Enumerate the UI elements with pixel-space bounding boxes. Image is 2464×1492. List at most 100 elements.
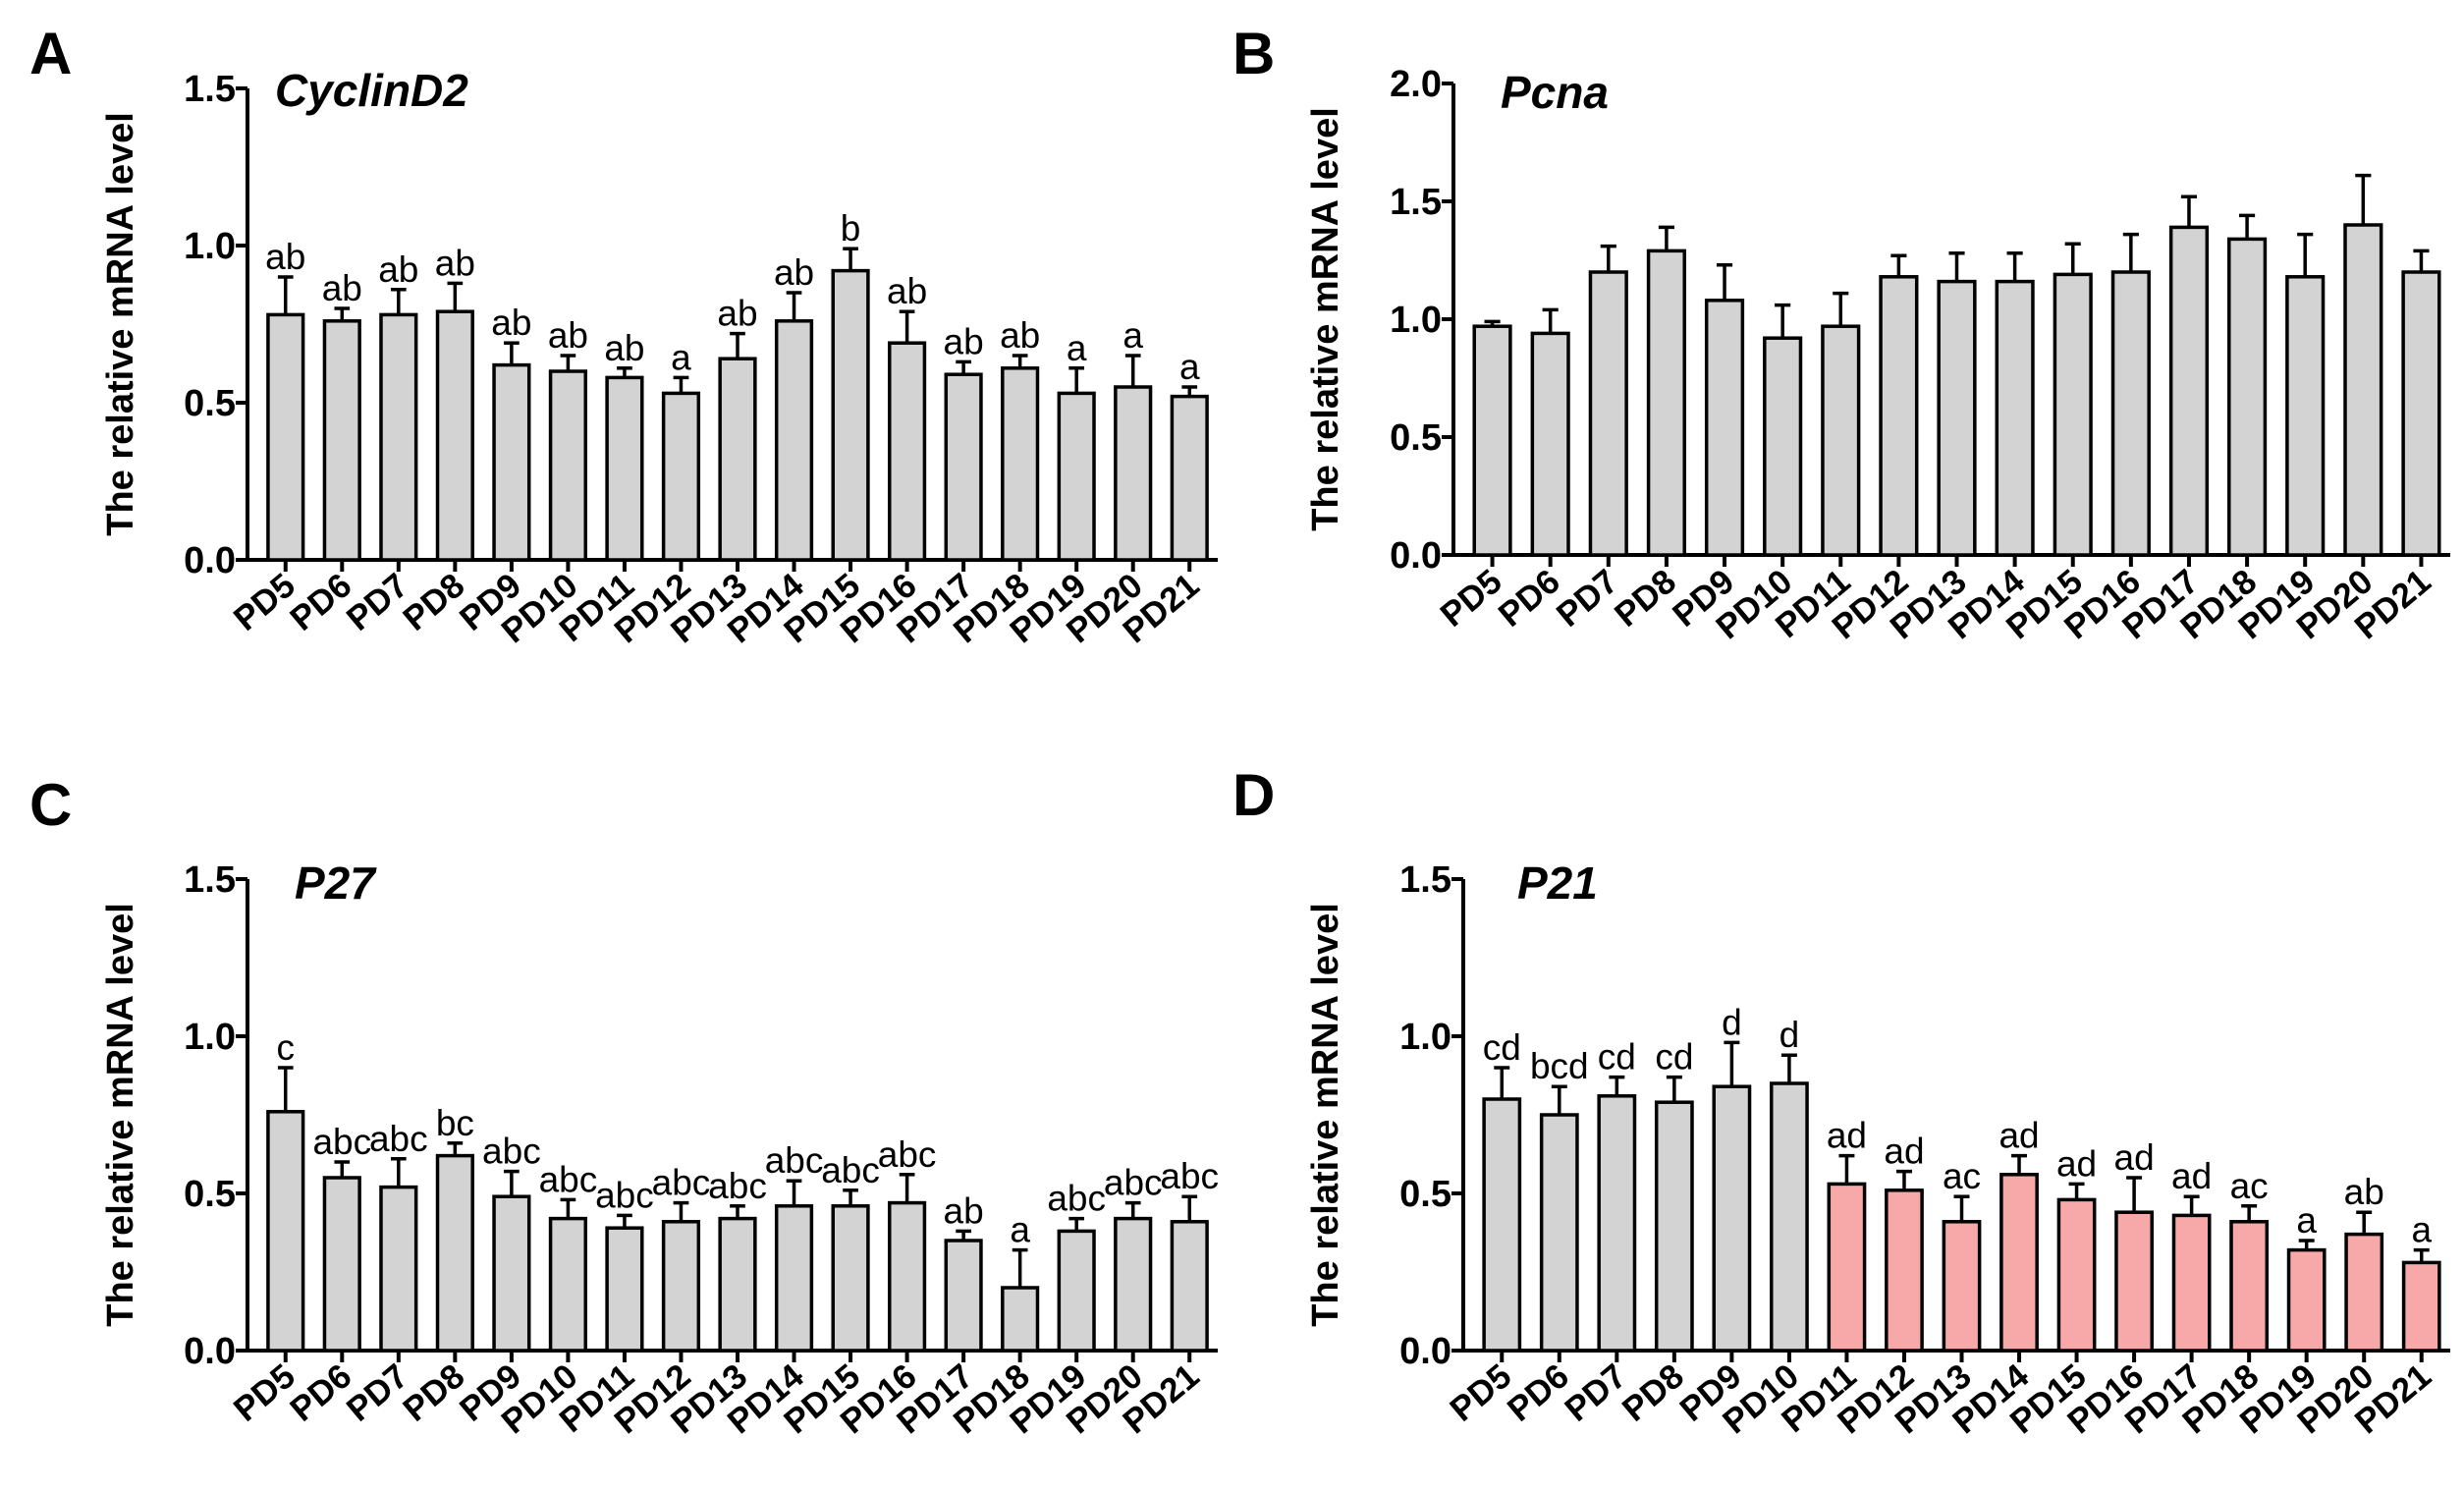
- bar: [1712, 1084, 1752, 1353]
- bar: [831, 268, 870, 562]
- significance-label: ab: [435, 243, 475, 283]
- bar: [322, 1176, 361, 1353]
- significance-label: ab: [944, 321, 984, 361]
- bar: [1482, 1097, 1522, 1353]
- bar: [435, 309, 474, 562]
- bar: [1530, 331, 1570, 557]
- bar: [661, 391, 701, 562]
- bar: [1770, 1081, 1809, 1353]
- bar: [1597, 1094, 1637, 1353]
- bar: [1001, 366, 1040, 562]
- bar: [1588, 270, 1628, 557]
- significance-label: abc: [369, 1119, 428, 1159]
- chart-title: Pcna: [1501, 67, 1609, 118]
- significance-label: a: [671, 337, 691, 377]
- y-tick-label: 1.5: [1399, 859, 1451, 901]
- bar: [661, 1220, 701, 1353]
- panel-b: B Pcna The relative mRNA level 0.0 0.5 1.0 1.5…: [1232, 21, 2450, 646]
- significance-label: ab: [944, 1190, 984, 1231]
- significance-label: ab: [322, 268, 362, 308]
- bar: [605, 375, 644, 562]
- bar: [2401, 1260, 2441, 1353]
- significance-label: abc: [539, 1159, 598, 1199]
- y-tick-label: 1.0: [184, 226, 236, 267]
- bar: [1539, 1113, 1579, 1353]
- bar: [1001, 1286, 1040, 1353]
- panel-letter: C: [29, 772, 72, 838]
- significance-label: a: [1010, 1210, 1030, 1250]
- bar: [774, 319, 814, 562]
- y-tick-label: 0.5: [184, 383, 236, 424]
- significance-label: ab: [887, 271, 927, 311]
- chart-title: P21: [1517, 857, 1598, 909]
- significance-label: d: [1722, 1002, 1742, 1042]
- significance-label: abc: [821, 1150, 880, 1190]
- bar: [2053, 272, 2093, 557]
- bar: [2171, 1213, 2212, 1353]
- bar: [2114, 1210, 2154, 1353]
- bar: [718, 357, 757, 562]
- significance-label: ad: [1999, 1116, 2039, 1156]
- panel-a: A CyclinD2 The relative mRNA level 0.0 0.5 1.…: [29, 21, 1218, 650]
- bar: [2110, 270, 2151, 557]
- panel-letter: B: [1232, 21, 1275, 86]
- y-tick-label: 0.0: [1399, 1331, 1451, 1372]
- significance-label: cd: [1655, 1037, 1693, 1078]
- significance-label: ab: [491, 303, 531, 343]
- y-tick-label: 0.5: [1399, 1174, 1451, 1215]
- bar: [831, 1204, 870, 1353]
- bar: [1879, 275, 1919, 557]
- bar: [774, 1204, 814, 1353]
- significance-label: abc: [708, 1166, 767, 1206]
- bar: [1654, 1100, 1694, 1353]
- bar: [1170, 394, 1209, 562]
- y-tick-label: 1.5: [1390, 182, 1442, 223]
- significance-label: ab: [717, 294, 757, 334]
- x-tick-label: PD6: [1492, 562, 1567, 635]
- bar: [548, 369, 587, 562]
- y-tick-label: 0.0: [184, 540, 236, 581]
- significance-label: ab: [2344, 1172, 2384, 1212]
- bar: [1885, 1188, 1924, 1353]
- significance-label: ad: [1884, 1132, 1924, 1172]
- bar: [1472, 324, 1512, 557]
- bar: [1646, 249, 1686, 557]
- significance-label: abc: [595, 1175, 654, 1215]
- significance-label: ac: [1943, 1156, 1981, 1196]
- significance-label: a: [1179, 347, 1200, 387]
- bar: [1114, 385, 1153, 562]
- panel-letter: A: [29, 21, 72, 86]
- y-tick-label: 0.0: [1390, 535, 1442, 577]
- chart-title: P27: [295, 857, 377, 909]
- significance-label: abc: [312, 1122, 371, 1162]
- significance-label: a: [2296, 1200, 2317, 1241]
- y-tick-label: 0.0: [184, 1331, 236, 1372]
- bar: [266, 1110, 305, 1353]
- bar: [1827, 1182, 1867, 1353]
- significance-label: cd: [1483, 1027, 1521, 1068]
- significance-label: bcd: [1530, 1046, 1589, 1086]
- y-tick-label: 0.5: [1390, 417, 1442, 459]
- x-tick-label: PD8: [1608, 562, 1683, 635]
- y-tick-label: 1.0: [1390, 300, 1442, 341]
- bar: [1763, 336, 1803, 557]
- bar: [435, 1153, 474, 1353]
- significance-label: ab: [1000, 315, 1040, 356]
- bar: [492, 362, 531, 562]
- y-tick-label: 1.5: [184, 859, 236, 901]
- significance-label: bc: [436, 1103, 474, 1143]
- bar: [1999, 1173, 2039, 1353]
- significance-label: b: [841, 208, 861, 249]
- bar: [1114, 1216, 1153, 1353]
- bar: [888, 1200, 927, 1353]
- significance-label: abc: [878, 1134, 937, 1175]
- bar: [2343, 223, 2383, 557]
- bar: [2227, 237, 2268, 557]
- significance-label: cd: [1598, 1037, 1636, 1078]
- significance-label: ac: [2230, 1166, 2269, 1206]
- bar: [2401, 270, 2441, 557]
- significance-label: ab: [378, 249, 418, 290]
